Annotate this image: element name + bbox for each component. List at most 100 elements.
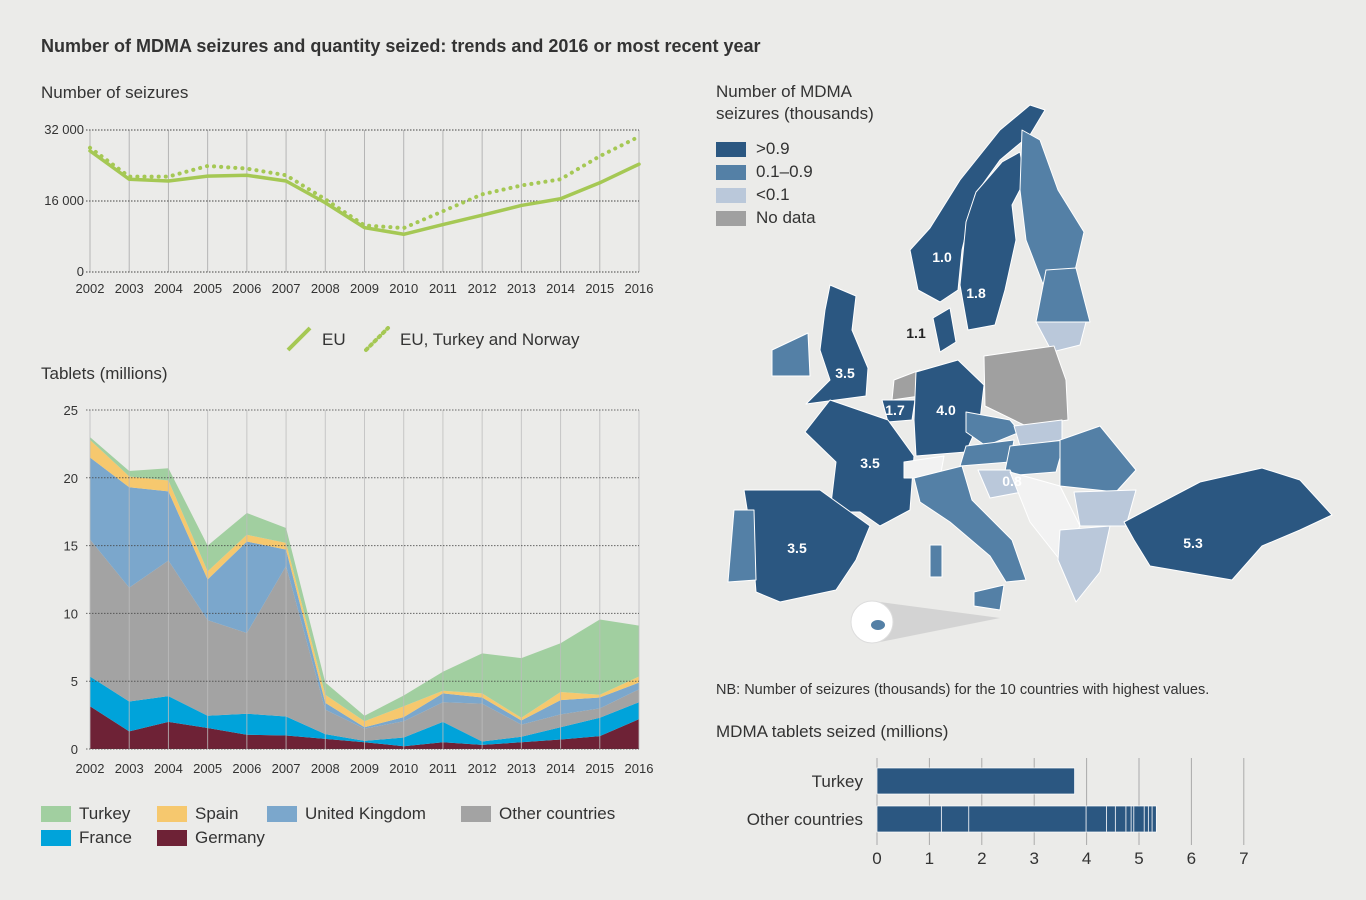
- map-value-label-denmark: 1.1: [906, 325, 926, 341]
- malta-inset-pointer: [880, 602, 1000, 642]
- y-tick-label: 0: [77, 264, 84, 279]
- country-sardinia: [929, 544, 943, 578]
- y-tick-label: 10: [64, 606, 78, 621]
- y-tick-label: 16 000: [44, 193, 84, 208]
- figure-title: Number of MDMA seizures and quantity sei…: [41, 36, 761, 56]
- area-united-kingdom: [90, 457, 639, 729]
- legend-label: EU: [322, 330, 346, 349]
- x-tick-label: 2011: [429, 761, 457, 776]
- x-tick-label: 2015: [585, 281, 614, 296]
- map-value-label-germany: 4.0: [936, 402, 956, 418]
- map-value-label-norway: 1.0: [932, 249, 952, 265]
- country-italy: [913, 465, 1027, 583]
- country-turkey: [1123, 467, 1333, 581]
- map-note: NB: Number of seizures (thousands) for t…: [716, 682, 1210, 698]
- x-tick-label: 2005: [193, 281, 222, 296]
- map-value-label-france: 3.5: [860, 455, 880, 471]
- x-tick-label: 2007: [272, 281, 301, 296]
- x-tick-label: 2016: [625, 761, 654, 776]
- country-poland: [983, 345, 1069, 427]
- x-tick-label: 2014: [546, 761, 575, 776]
- map-legend-high: >0.9: [716, 139, 790, 159]
- area-turkey: [90, 437, 639, 722]
- swatch-icon: [41, 830, 71, 846]
- area-chart-title: Tablets (millions): [41, 364, 168, 383]
- map-value-label-croatia: 0.8: [1002, 473, 1022, 489]
- country-baltics: [1035, 267, 1091, 323]
- bar-turkey: [876, 767, 1075, 795]
- country-belgium: [881, 399, 916, 423]
- series-line-eu: [88, 149, 641, 237]
- swatch-icon: [267, 806, 297, 822]
- x-tick-label: 2012: [468, 761, 497, 776]
- map-value-label-turkey: 5.3: [1183, 535, 1203, 551]
- x-tick-label: 6: [1187, 849, 1196, 868]
- y-tick-label: 20: [64, 471, 78, 486]
- x-tick-label: 2016: [625, 281, 654, 296]
- legend-united-kingdom: United Kingdom: [267, 804, 426, 824]
- y-tick-label: 32 000: [44, 122, 84, 137]
- x-tick-label: 2006: [232, 281, 261, 296]
- line-chart-title: Number of seizures: [41, 83, 189, 102]
- x-tick-label: 2012: [468, 281, 497, 296]
- country-lithuania: [1035, 321, 1087, 353]
- country-romania: [1059, 425, 1137, 493]
- x-tick-label: 2008: [311, 761, 340, 776]
- malta-inset: [850, 600, 894, 644]
- country-czechia: [965, 411, 1021, 447]
- x-tick-label: 2008: [311, 281, 340, 296]
- x-tick-label: 2015: [585, 761, 614, 776]
- legend-germany: Germany: [157, 828, 265, 848]
- area-other-countries: [90, 539, 639, 742]
- x-tick-label: 2004: [154, 281, 183, 296]
- x-tick-label: 2010: [389, 281, 418, 296]
- x-tick-label: 2010: [389, 761, 418, 776]
- country-hungary: [1003, 439, 1066, 477]
- swatch-icon: [41, 806, 71, 822]
- country-greece: [1057, 525, 1111, 603]
- legend-eu: EU: [286, 326, 346, 354]
- map-legend-mid: 0.1–0.9: [716, 162, 813, 182]
- x-tick-label: 4: [1082, 849, 1091, 868]
- x-tick-label: 3: [1029, 849, 1038, 868]
- x-tick-label: 2003: [115, 281, 144, 296]
- country-united-kingdom: [805, 284, 869, 405]
- x-tick-label: 2014: [546, 281, 575, 296]
- country-malta: [871, 620, 885, 630]
- country-sweden: [959, 151, 1026, 331]
- swatch-icon: [157, 806, 187, 822]
- x-tick-label: 2011: [429, 281, 457, 296]
- bar-other-countries: [876, 805, 1157, 833]
- y-tick-label: 15: [64, 539, 78, 554]
- bar-chart-title: MDMA tablets seized (millions): [716, 722, 949, 741]
- country-denmark: [932, 307, 957, 353]
- map-legend-low: <0.1: [716, 185, 790, 205]
- x-tick-label: 1: [925, 849, 934, 868]
- x-tick-label: 2004: [154, 761, 183, 776]
- country-sicily: [973, 584, 1005, 611]
- legend-label: EU, Turkey and Norway: [400, 330, 580, 349]
- x-tick-label: 7: [1239, 849, 1248, 868]
- solid-line-icon: [286, 326, 312, 352]
- x-tick-label: 2: [977, 849, 986, 868]
- legend-spain: Spain: [157, 804, 238, 824]
- swatch-icon: [716, 210, 746, 226]
- map-value-label-sweden: 1.8: [966, 285, 986, 301]
- y-tick-label: 0: [71, 742, 78, 757]
- x-tick-label: 2003: [115, 761, 144, 776]
- swatch-icon: [716, 164, 746, 180]
- swatch-icon: [461, 806, 491, 822]
- x-tick-label: 2007: [272, 761, 301, 776]
- dotted-line-icon: [364, 326, 390, 352]
- x-tick-label: 2002: [76, 281, 105, 296]
- legend-france: France: [41, 828, 132, 848]
- x-tick-label: 0: [872, 849, 881, 868]
- map-value-label-spain: 3.5: [787, 540, 807, 556]
- y-tick-label: 5: [71, 674, 78, 689]
- x-tick-label: 2009: [350, 281, 379, 296]
- area-france: [90, 676, 639, 747]
- series-line-eu-turkey-norway: [88, 134, 641, 231]
- x-tick-label: 2002: [76, 761, 105, 776]
- country-france: [804, 399, 915, 527]
